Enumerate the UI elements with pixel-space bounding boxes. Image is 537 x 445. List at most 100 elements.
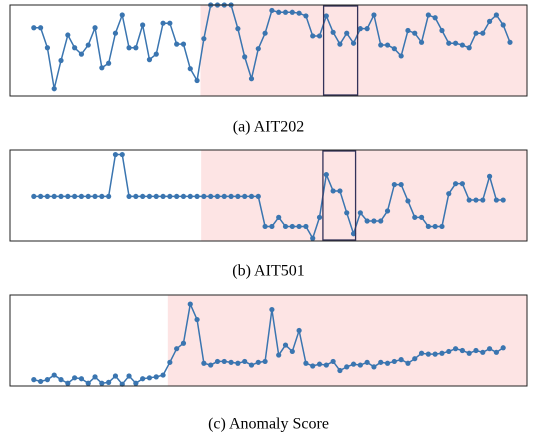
plot [9, 149, 528, 242]
caption: (c) Anomaly Score [208, 416, 329, 433]
point [112, 30, 119, 36]
point [126, 193, 132, 200]
point [337, 367, 343, 374]
point [405, 27, 411, 34]
point [255, 46, 261, 52]
point [473, 197, 479, 203]
point [446, 40, 452, 46]
point [412, 356, 418, 362]
point [439, 27, 445, 34]
point [153, 51, 159, 57]
point [255, 359, 261, 365]
series-line [33, 301, 504, 386]
point [439, 223, 445, 230]
point [72, 45, 78, 51]
point [466, 350, 472, 356]
point [378, 359, 384, 365]
point [303, 360, 309, 366]
point [276, 9, 282, 15]
point [418, 350, 425, 356]
point [337, 188, 343, 194]
point [371, 12, 377, 18]
point [439, 350, 445, 356]
point [119, 151, 125, 158]
point [167, 193, 173, 200]
point [153, 374, 159, 380]
point [85, 380, 91, 386]
point [187, 66, 193, 72]
point [31, 25, 37, 31]
point [425, 351, 431, 357]
point [174, 41, 180, 47]
point [44, 193, 51, 200]
point [357, 362, 363, 368]
point [303, 223, 309, 230]
point [31, 377, 37, 383]
point [248, 193, 255, 200]
point [384, 360, 391, 366]
point [51, 372, 57, 378]
point [364, 359, 370, 365]
point [228, 359, 234, 365]
series-line [33, 153, 504, 241]
point [38, 25, 44, 31]
point [44, 45, 51, 51]
point [235, 360, 241, 366]
point [493, 349, 499, 355]
point [357, 26, 363, 32]
point [466, 45, 472, 51]
point [269, 223, 275, 230]
point [310, 33, 316, 39]
point [384, 42, 391, 48]
point [262, 223, 268, 230]
point [480, 197, 486, 203]
point [167, 359, 173, 365]
point [72, 375, 78, 381]
point [65, 193, 71, 200]
point [269, 7, 275, 14]
point [201, 36, 207, 42]
point [78, 193, 85, 200]
point [31, 193, 37, 200]
plot-frame [9, 149, 528, 242]
point [391, 358, 397, 365]
point [72, 193, 78, 200]
point [289, 223, 295, 230]
plot [9, 294, 528, 387]
point [473, 347, 479, 354]
point [296, 327, 302, 334]
point [310, 235, 316, 241]
point [78, 376, 85, 382]
point [160, 20, 166, 26]
point [208, 362, 214, 368]
caption: (b) AIT501 [232, 263, 304, 280]
point [119, 12, 125, 18]
point [269, 306, 275, 313]
point [493, 12, 499, 18]
point [276, 214, 282, 220]
caption: (a) AIT202 [233, 119, 305, 136]
point [126, 45, 132, 51]
point [432, 15, 438, 21]
point [235, 26, 241, 32]
point [384, 208, 391, 214]
point [65, 380, 71, 386]
point [92, 374, 98, 380]
point [255, 193, 261, 200]
point [160, 193, 166, 200]
point [119, 381, 125, 387]
point [133, 45, 139, 51]
point [486, 173, 493, 179]
point [459, 347, 465, 354]
plot-frame [9, 4, 528, 97]
point [262, 30, 268, 36]
point [174, 346, 180, 352]
point [58, 377, 64, 383]
point [425, 223, 431, 230]
point [357, 210, 363, 216]
point [350, 231, 357, 237]
point [187, 193, 193, 200]
point [160, 372, 166, 378]
point [126, 373, 132, 379]
point [92, 25, 98, 31]
